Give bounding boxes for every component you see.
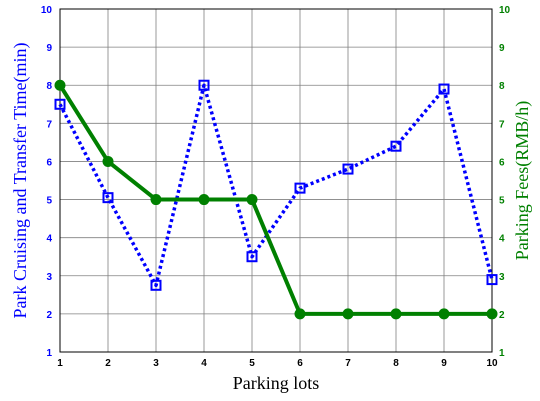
x-axis-tick-label: 6 bbox=[297, 358, 303, 369]
x-axis-tick-label: 1 bbox=[57, 358, 63, 369]
series-1-point bbox=[342, 163, 354, 175]
right-axis-tick-label: 9 bbox=[499, 43, 505, 54]
left-axis-tick-label: 1 bbox=[46, 348, 52, 359]
right-axis-tick-label: 2 bbox=[499, 310, 505, 321]
x-axis-tick-label: 2 bbox=[105, 358, 111, 369]
series-2-point bbox=[486, 308, 498, 320]
series-2-point bbox=[54, 79, 66, 91]
left-axis-tick-label: 7 bbox=[46, 119, 52, 130]
right-axis-tick-label: 8 bbox=[499, 81, 505, 92]
series-1-point bbox=[54, 98, 66, 110]
series-2-point bbox=[150, 194, 162, 206]
series-2-point bbox=[390, 308, 402, 320]
x-axis-tick-label: 10 bbox=[486, 358, 498, 369]
right-axis-tick-label: 10 bbox=[499, 5, 511, 16]
series-1-point bbox=[294, 182, 306, 194]
series-1-point bbox=[246, 251, 258, 263]
series-2-point bbox=[102, 155, 114, 167]
x-axis-tick-label: 8 bbox=[393, 358, 399, 369]
left-axis-tick-label: 5 bbox=[46, 196, 52, 207]
plot-frame bbox=[59, 8, 493, 353]
x-axis-tick-label: 4 bbox=[201, 358, 207, 369]
series-2-line bbox=[58, 84, 492, 316]
series-1-point bbox=[150, 279, 162, 291]
grid-lines bbox=[59, 8, 493, 353]
left-axis-tick-label: 2 bbox=[46, 310, 52, 321]
x-axis-title: Parking lots bbox=[233, 373, 320, 393]
left-axis-tick-label: 6 bbox=[46, 157, 52, 168]
series-1-line bbox=[58, 83, 494, 288]
series-layer bbox=[54, 79, 498, 320]
left-axis-tick-label: 3 bbox=[46, 272, 52, 283]
series-2-point bbox=[198, 194, 210, 206]
left-axis-tick-label: 8 bbox=[46, 81, 52, 92]
series-1-point bbox=[438, 83, 450, 95]
x-axis-tick-label: 7 bbox=[345, 358, 351, 369]
right-axis-tick-label: 4 bbox=[499, 234, 505, 245]
left-axis-tick-label: 9 bbox=[46, 43, 52, 54]
left-y-axis-title: Park Cruising and Transfer Time(min) bbox=[10, 42, 31, 318]
right-axis-tick-label: 3 bbox=[499, 272, 505, 283]
series-1-point bbox=[486, 274, 498, 286]
left-axis-tick-label: 4 bbox=[46, 234, 52, 245]
right-axis-tick-label: 1 bbox=[499, 348, 505, 359]
x-axis-tick-label: 3 bbox=[153, 358, 159, 369]
series-1-point bbox=[390, 140, 402, 152]
series-1-point bbox=[102, 192, 114, 204]
right-axis-tick-label: 5 bbox=[499, 196, 505, 207]
right-axis-tick-label: 7 bbox=[499, 119, 505, 130]
series-2-point bbox=[342, 308, 354, 320]
series-2-point bbox=[294, 308, 306, 320]
series-2-point bbox=[246, 194, 258, 206]
series-1-point bbox=[198, 79, 210, 91]
series-2-point bbox=[438, 308, 450, 320]
right-axis-tick-label: 6 bbox=[499, 157, 505, 168]
left-axis-tick-label: 10 bbox=[41, 5, 53, 16]
right-y-axis-title: Parking Fees(RMB/h) bbox=[512, 101, 533, 261]
x-axis-tick-label: 5 bbox=[249, 358, 255, 369]
x-axis-tick-label: 9 bbox=[441, 358, 447, 369]
